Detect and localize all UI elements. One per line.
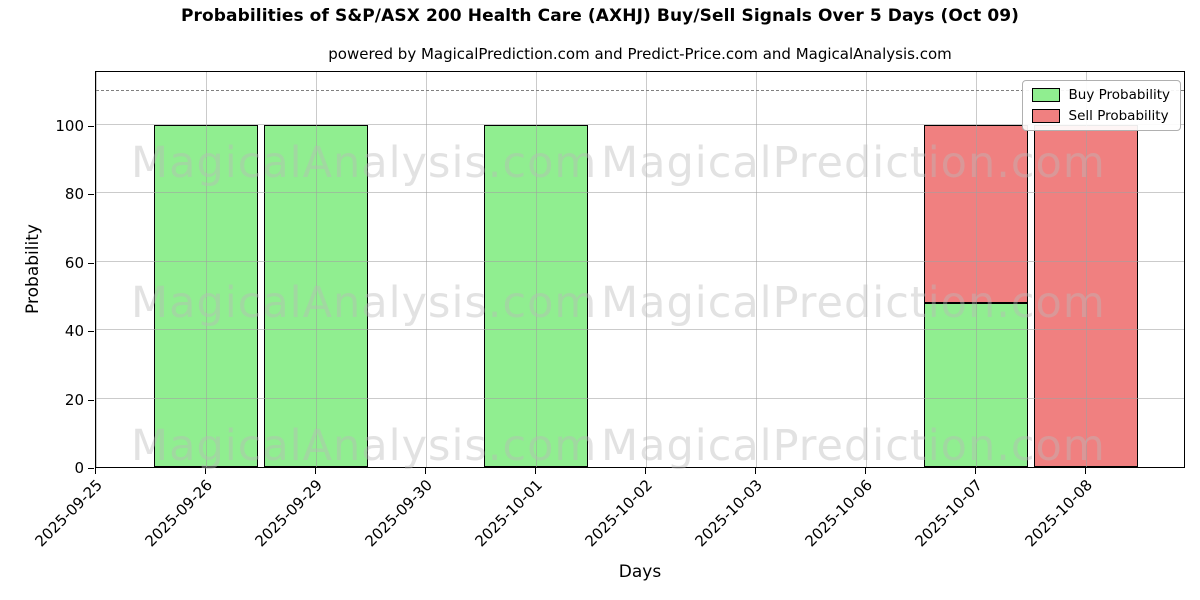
- x-tick-mark: [1085, 468, 1086, 474]
- legend: Buy Probability Sell Probability: [1021, 80, 1181, 131]
- y-tick-mark: [88, 468, 94, 469]
- x-axis-label: Days: [618, 562, 662, 582]
- watermark-text: MagicalAnalysis.com: [131, 421, 598, 471]
- chart-title: Probabilities of S&P/ASX 200 Health Care…: [180, 6, 1020, 26]
- threshold-dashed-line: [96, 89, 1184, 91]
- x-tick-label-text: 2025-09-25: [31, 476, 106, 551]
- watermark-text: MagicalAnalysis.com: [131, 278, 598, 328]
- gridline-horizontal: [96, 192, 1184, 194]
- sell-legend-swatch: [1031, 109, 1060, 123]
- gridline-vertical: [426, 72, 427, 467]
- y-tick-mark: [88, 262, 94, 264]
- x-tick-mark: [755, 468, 756, 474]
- watermark-text: MagicalPrediction.com: [601, 278, 1106, 328]
- chart-subtitle: powered by MagicalPrediction.com and Pre…: [328, 45, 952, 63]
- legend-entry: Buy Probability: [1031, 87, 1170, 103]
- gridline-vertical: [866, 72, 867, 467]
- buy-legend-swatch: [1031, 88, 1060, 102]
- x-tick-mark: [205, 468, 206, 474]
- x-tick-label-text: 2025-10-08: [1021, 476, 1096, 551]
- gridline-horizontal: [96, 329, 1184, 331]
- x-tick-mark: [975, 468, 976, 474]
- y-tick-label: 60: [64, 253, 84, 272]
- y-tick-mark: [88, 331, 94, 333]
- legend-entry: Sell Probability: [1031, 108, 1170, 124]
- x-tick-label-text: 2025-10-07: [911, 476, 986, 551]
- x-tick-label-text: 2025-09-26: [141, 476, 216, 551]
- x-tick-label-text: 2025-10-03: [691, 476, 766, 551]
- x-tick-label-text: 2025-10-06: [801, 476, 876, 551]
- gridline-vertical: [976, 72, 977, 467]
- gridline-vertical: [316, 72, 317, 467]
- y-tick-label: 0: [74, 459, 84, 477]
- gridline-vertical: [756, 72, 757, 467]
- x-tick-label-text: 2025-09-30: [361, 476, 436, 551]
- x-tick-label-text: 2025-10-01: [471, 476, 546, 551]
- y-tick-label: 20: [64, 390, 84, 409]
- gridline-vertical: [646, 72, 647, 467]
- gridline-horizontal: [96, 260, 1184, 262]
- x-tick-label-text: 2025-10-02: [581, 476, 656, 551]
- plot-area: MagicalAnalysis.com MagicalPrediction.com…: [95, 71, 1185, 471]
- x-tick-mark: [535, 468, 536, 474]
- y-tick-mark: [88, 194, 94, 196]
- watermark-text: MagicalPrediction.com: [601, 421, 1106, 471]
- gridline-vertical: [96, 72, 97, 467]
- y-axis-label: Probability: [23, 224, 43, 314]
- legend-entry-label: Sell Probability: [1068, 108, 1169, 124]
- watermark-text: MagicalPrediction.com: [601, 138, 1106, 188]
- x-tick-mark: [645, 468, 646, 474]
- gridline-horizontal: [96, 397, 1184, 399]
- gridline-vertical: [536, 72, 537, 467]
- gridline-vertical: [206, 72, 207, 467]
- y-tick-label: 40: [64, 322, 84, 341]
- y-tick-mark: [88, 399, 94, 401]
- x-tick-mark: [865, 468, 866, 474]
- gridline-horizontal: [96, 123, 1184, 125]
- x-tick-label-text: 2025-09-29: [251, 476, 326, 551]
- y-tick-label: 100: [55, 116, 84, 135]
- y-tick-label: 80: [64, 185, 84, 204]
- x-tick-mark: [425, 468, 426, 474]
- x-tick-mark: [95, 468, 96, 474]
- gridline-vertical: [1086, 72, 1087, 467]
- legend-entry-label: Buy Probability: [1068, 87, 1170, 103]
- watermark-text: MagicalAnalysis.com: [131, 138, 598, 188]
- x-tick-mark: [315, 468, 316, 474]
- y-tick-mark: [88, 125, 94, 127]
